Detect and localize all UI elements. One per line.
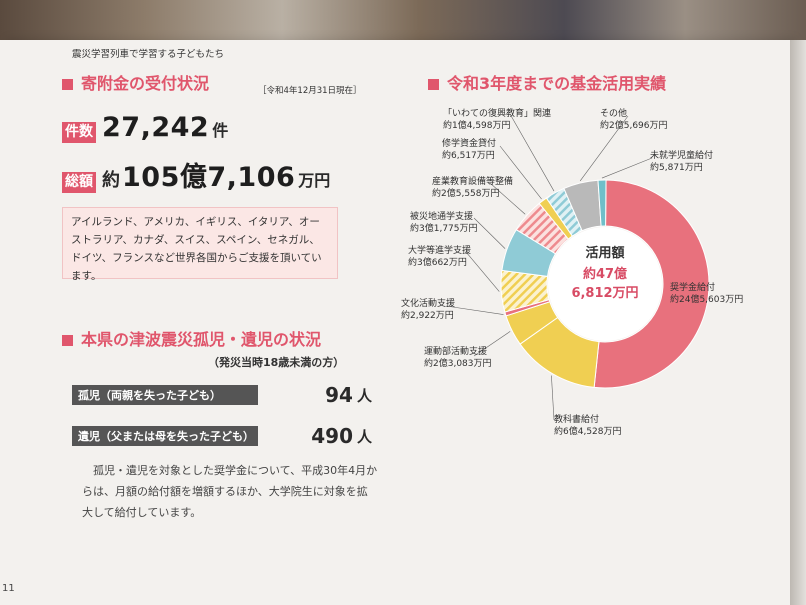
slice-label: 産業教育設備等整備 約2億5,558万円	[432, 176, 513, 200]
photo-caption: 震災学習列車で学習する子どもたち	[72, 49, 225, 60]
slice-name: 文化活動支援	[401, 299, 456, 309]
slice-label: 「いわての復興教育」関連 約1億4,598万円	[443, 108, 551, 132]
leader-line	[499, 145, 542, 200]
total-label: 総額	[62, 172, 96, 193]
count-label: 件数	[62, 122, 96, 143]
slice-name: 産業教育設備等整備	[432, 177, 514, 187]
donut-center-amount-2: 6,812万円	[571, 286, 639, 301]
slice-label: 奨学金給付 約24億5,603万円	[670, 282, 743, 306]
slice-name: 教科書給付	[554, 415, 600, 425]
orphan-row: 孤児（両親を失った子ども） 94 人	[72, 383, 372, 407]
heading-square-icon	[62, 335, 73, 346]
donut-hole	[548, 227, 662, 341]
slice-amount: 約2,922万円	[401, 311, 454, 321]
slice-label: その他 約2億5,696万円	[600, 108, 668, 132]
donut-center-title: 活用額	[585, 246, 625, 261]
donation-count: 件数 27,242 件	[62, 112, 228, 143]
leader-line	[579, 115, 629, 182]
slice-amount: 約3億662万円	[408, 258, 467, 268]
total-unit: 万円	[298, 171, 331, 190]
leader-line	[473, 331, 511, 357]
donut-center-label: 活用額 約47億 6,812万円	[545, 242, 665, 301]
orphans-heading: 本県の津波震災孤児・遺児の状況	[62, 326, 321, 350]
supporting-countries-box: アイルランド、アメリカ、イギリス、イタリア、オーストラリア、カナダ、スイス、スペ…	[62, 207, 338, 282]
orphan-row-unit: 人	[356, 386, 372, 405]
leader-line	[601, 157, 653, 179]
slice-name: 修学資金貸付	[442, 139, 497, 149]
fund-heading: 令和3年度までの基金活用実績	[428, 70, 666, 94]
total-prefix: 約	[102, 170, 120, 191]
slice-name: 被災地通学支援	[410, 212, 474, 222]
slice-label: 運動部活動支援 約2億3,083万円	[424, 346, 492, 370]
total-value: 105億7,106	[122, 162, 296, 193]
bereaved-row-value: 490	[311, 424, 353, 448]
donut-slice	[593, 179, 710, 389]
slice-amount: 約3億1,775万円	[410, 224, 478, 234]
slice-label: 修学資金貸付 約6,517万円	[442, 138, 496, 162]
page-spine	[790, 40, 806, 605]
leader-line	[473, 217, 506, 249]
slice-label: 未就学児童給付 約5,871万円	[650, 150, 713, 174]
orphans-subheading: （発災当時18歳未満の方）	[208, 356, 345, 369]
donation-total: 総額 約 105億7,106 万円	[62, 155, 330, 194]
slice-label: 教科書給付 約6億4,528万円	[554, 414, 622, 438]
leader-line	[489, 182, 526, 215]
count-unit: 件	[212, 121, 229, 140]
slice-name: その他	[600, 109, 628, 119]
bereaved-row-label: 遺児（父または母を失った子ども）	[72, 426, 258, 446]
slice-name: 運動部活動支援	[424, 347, 488, 357]
slice-amount: 約2億5,558万円	[432, 189, 500, 199]
leader-line	[509, 113, 555, 192]
slice-amount: 約5,871万円	[650, 163, 703, 173]
slice-amount: 約6億4,528万円	[554, 427, 622, 437]
slice-name: 奨学金給付	[670, 283, 716, 293]
slice-name: 未就学児童給付	[650, 151, 714, 161]
count-value: 27,242	[102, 112, 210, 143]
orphan-row-label: 孤児（両親を失った子ども）	[72, 385, 258, 405]
slice-amount: 約2億5,696万円	[600, 121, 668, 131]
bereaved-row: 遺児（父または母を失った子ども） 490 人	[72, 424, 372, 448]
slice-label: 文化活動支援 約2,922万円	[401, 298, 455, 322]
slice-label: 大学等進学支援 約3億662万円	[408, 245, 471, 269]
donation-heading: 寄附金の受付状況	[62, 70, 209, 94]
slice-amount: 約1億4,598万円	[443, 121, 511, 131]
heading-square-icon	[62, 79, 73, 90]
page-number: 11	[2, 583, 15, 594]
header-photo	[0, 0, 806, 42]
slice-amount: 約24億5,603万円	[670, 295, 744, 305]
leader-line	[465, 251, 500, 292]
leader-line	[445, 305, 504, 315]
fund-heading-text: 令和3年度までの基金活用実績	[447, 74, 667, 93]
slice-amount: 約6,517万円	[442, 151, 495, 161]
as-of-date: ［令和4年12月31日現在］	[258, 86, 362, 96]
orphans-heading-text: 本県の津波震災孤児・遺児の状況	[81, 330, 322, 349]
slice-name: 大学等進学支援	[408, 246, 472, 256]
slice-name: 「いわての復興教育」関連	[443, 109, 552, 119]
leader-line	[551, 375, 555, 421]
slice-amount: 約2億3,083万円	[424, 359, 492, 369]
donut-center-amount-1: 約47億	[582, 267, 628, 282]
orphan-row-value: 94	[325, 383, 353, 407]
donation-heading-text: 寄附金の受付状況	[81, 74, 210, 93]
scholarship-paragraph: 孤児・遺児を対象とした奨学金について、平成30年4月からは、月額の給付額を増額す…	[82, 464, 378, 519]
slice-label: 被災地通学支援 約3億1,775万円	[410, 211, 478, 235]
heading-square-icon	[428, 79, 439, 90]
donut-slice	[597, 179, 607, 227]
bereaved-row-unit: 人	[356, 427, 372, 446]
